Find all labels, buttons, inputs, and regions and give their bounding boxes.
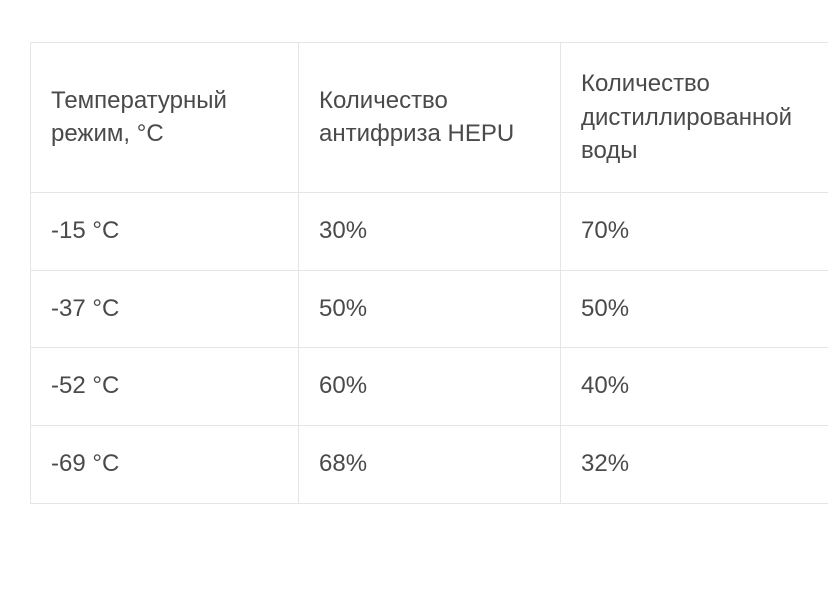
cell-water: 70% bbox=[561, 192, 828, 270]
cell-temperature: -37 °C bbox=[31, 270, 299, 348]
table-row: -37 °C 50% 50% bbox=[31, 270, 828, 348]
cell-antifreeze: 30% bbox=[299, 192, 561, 270]
antifreeze-mixing-table: Температурный режим, °C Количество антиф… bbox=[30, 42, 828, 504]
table-header-row: Температурный режим, °C Количество антиф… bbox=[31, 43, 828, 193]
table-row: -69 °C 68% 32% bbox=[31, 426, 828, 504]
cell-temperature: -15 °C bbox=[31, 192, 299, 270]
cell-antifreeze: 68% bbox=[299, 426, 561, 504]
table-row: -52 °C 60% 40% bbox=[31, 348, 828, 426]
cell-antifreeze: 60% bbox=[299, 348, 561, 426]
cell-water: 32% bbox=[561, 426, 828, 504]
cell-water: 50% bbox=[561, 270, 828, 348]
cell-temperature: -52 °C bbox=[31, 348, 299, 426]
column-header-antifreeze: Количество антифриза HEPU bbox=[299, 43, 561, 193]
cell-water: 40% bbox=[561, 348, 828, 426]
cell-temperature: -69 °C bbox=[31, 426, 299, 504]
table-row: -15 °C 30% 70% bbox=[31, 192, 828, 270]
column-header-temperature: Температурный режим, °C bbox=[31, 43, 299, 193]
cell-antifreeze: 50% bbox=[299, 270, 561, 348]
column-header-water: Количество дистиллированной воды bbox=[561, 43, 828, 193]
